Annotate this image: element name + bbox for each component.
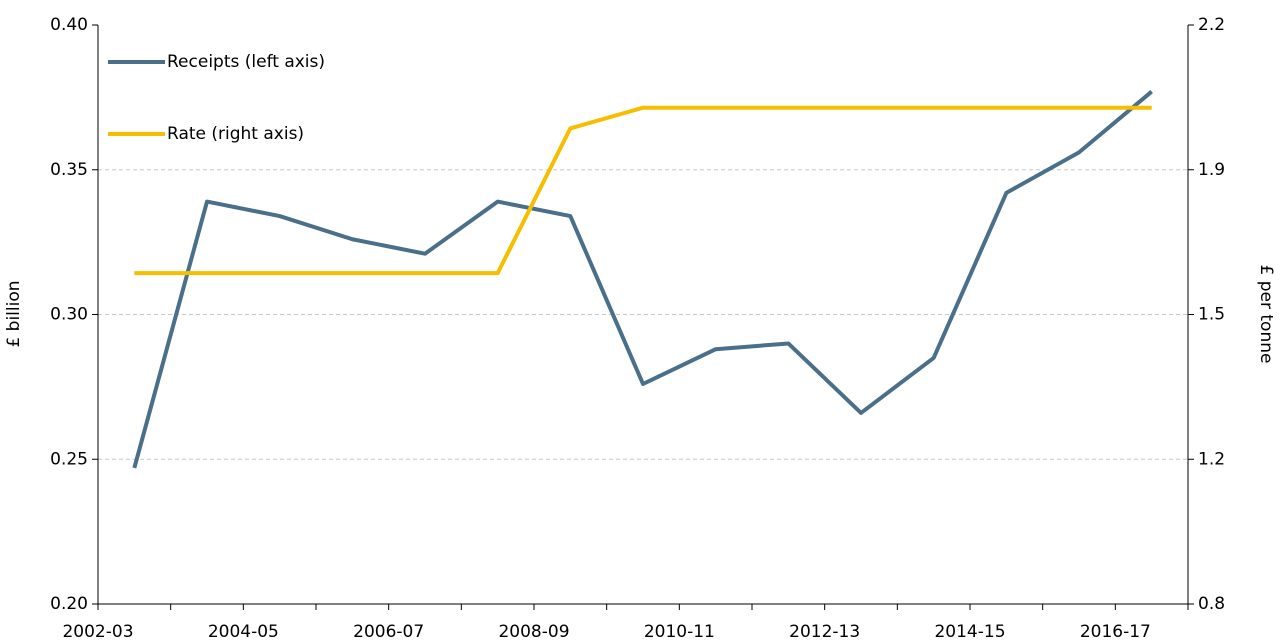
y2-tick-label: 2.2 [1198, 15, 1225, 35]
y2-tick-label: 1.5 [1198, 305, 1225, 325]
y2-tick-label: 1.9 [1198, 160, 1225, 180]
x-tick-label: 2010-11 [644, 622, 715, 642]
y-tick-label: 0.20 [50, 594, 88, 614]
x-tick-label: 2014-15 [934, 622, 1005, 642]
x-tick-label: 2012-13 [789, 622, 860, 642]
y-axis-label: £ billion [4, 280, 24, 347]
x-tick-label: 2004-05 [208, 622, 279, 642]
y2-axis-label: £ per tonne [1256, 265, 1276, 364]
x-tick-label: 2006-07 [353, 622, 424, 642]
series-line [134, 105, 1152, 276]
x-tick-label: 2016-17 [1080, 622, 1151, 642]
x-tick-label: 2002-03 [62, 622, 133, 642]
y2-tick-label: 1.2 [1198, 449, 1225, 469]
y-tick-label: 0.30 [50, 305, 88, 325]
legend-label: Rate (right axis) [167, 124, 304, 144]
y-tick-label: 0.35 [50, 160, 88, 180]
x-tick-label: 2008-09 [498, 622, 569, 642]
y-tick-label: 0.25 [50, 449, 88, 469]
y2-tick-label: 0.8 [1198, 594, 1225, 614]
series-line [132, 90, 1153, 469]
y-tick-label: 0.40 [50, 15, 88, 35]
legend-label: Receipts (left axis) [167, 52, 325, 72]
